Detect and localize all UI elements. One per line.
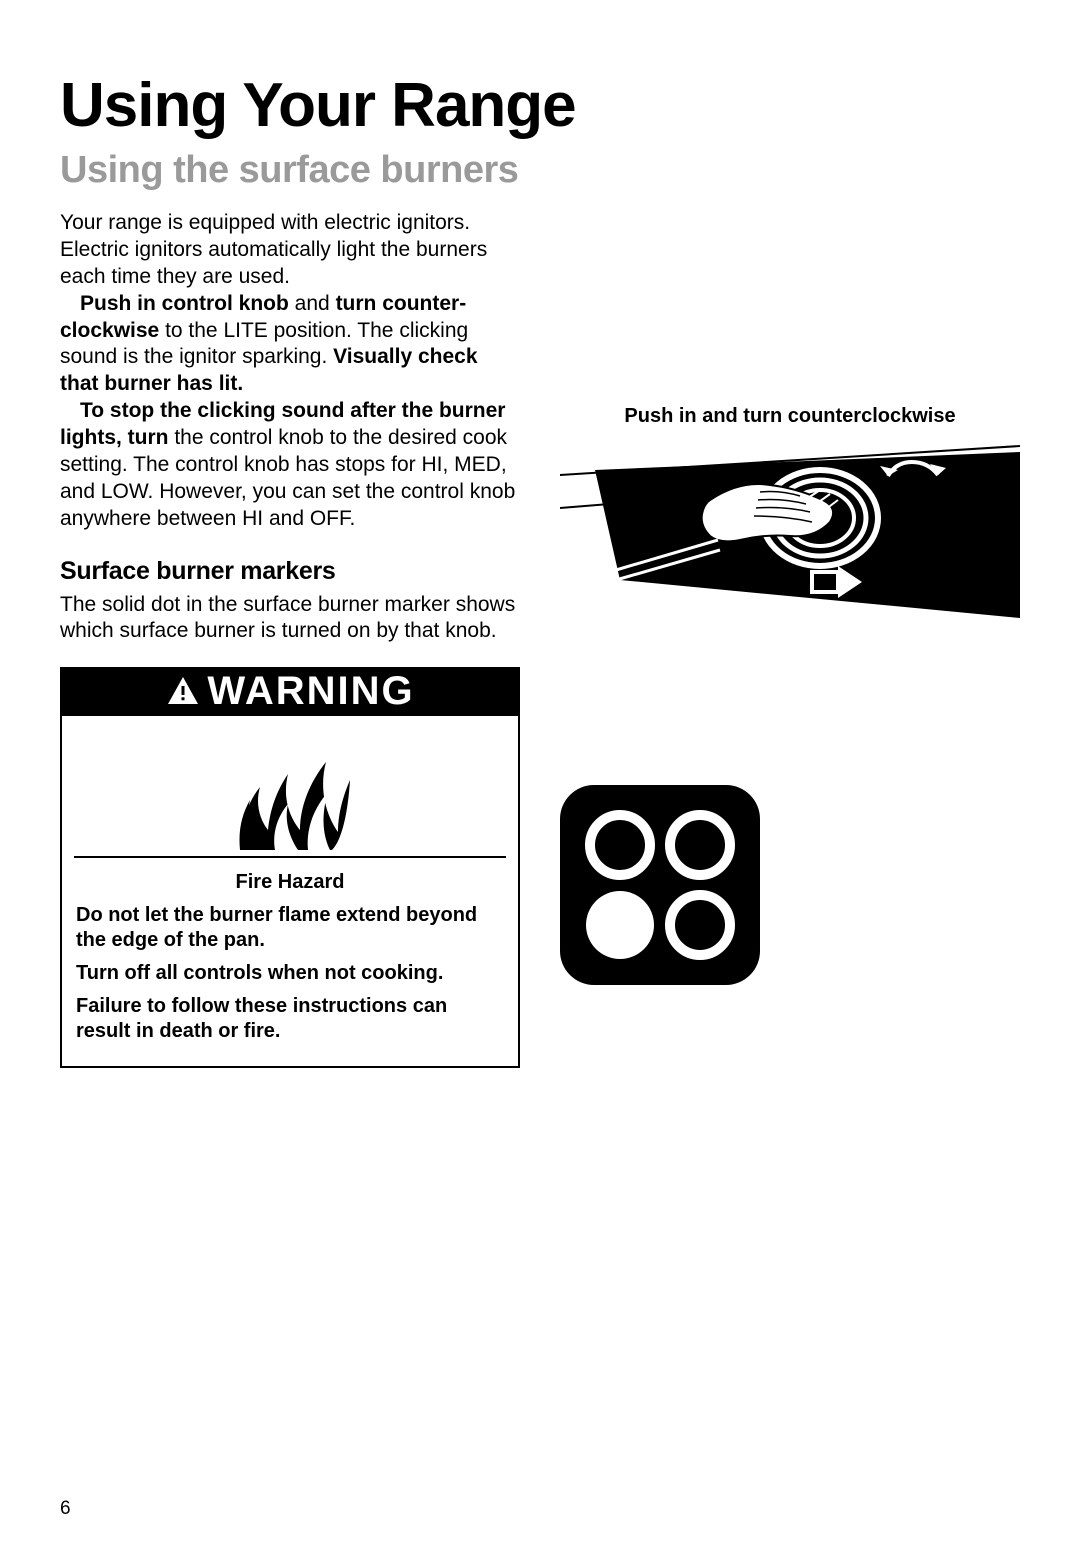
page-number: 6 [60,1498,71,1520]
intro-p2-m1: and [289,292,336,315]
knob-caption: Push in and turn counterclockwise [560,405,1020,428]
warning-line3: Failure to follow these instructions can… [76,994,504,1044]
intro-text: Your range is equipped with electric ign… [60,210,520,533]
intro-p3: To stop the clicking sound after the bur… [60,398,520,532]
intro-p1: Your range is equipped with electric ign… [60,210,520,291]
knob-diagram [560,440,1020,640]
warning-line1: Do not let the burner flame extend beyon… [76,903,504,953]
page-title: Using Your Range [60,70,1020,141]
page-subtitle: Using the surface burners [60,149,1020,192]
section-body-text: The solid dot in the surface burner mark… [60,592,520,646]
warning-header: WARNING [62,669,518,716]
burner-marker-icon [560,785,760,985]
right-column: Push in and turn counterclockwise [560,210,1020,1068]
section-heading: Surface burner markers [60,557,520,586]
intro-p2-b1: Push in control knob [80,292,289,315]
warning-box: WARNING Fire Hazard Do not let the burne… [60,667,520,1068]
content-columns: Your range is equipped with electric ign… [60,210,1020,1068]
warning-divider [74,856,506,858]
intro-p2: Push in control knob and turn counter-cl… [60,291,520,399]
section-body: The solid dot in the surface burner mark… [60,592,520,646]
fire-icon [220,722,360,852]
warning-header-text: WARNING [207,669,414,714]
warning-hazard-title: Fire Hazard [76,870,504,895]
warning-triangle-icon [165,674,201,710]
warning-body: Fire Hazard Do not let the burner flame … [62,862,518,1066]
warning-fire-image [62,716,518,852]
left-column: Your range is equipped with electric ign… [60,210,520,1068]
warning-line2: Turn off all controls when not cooking. [76,961,504,986]
